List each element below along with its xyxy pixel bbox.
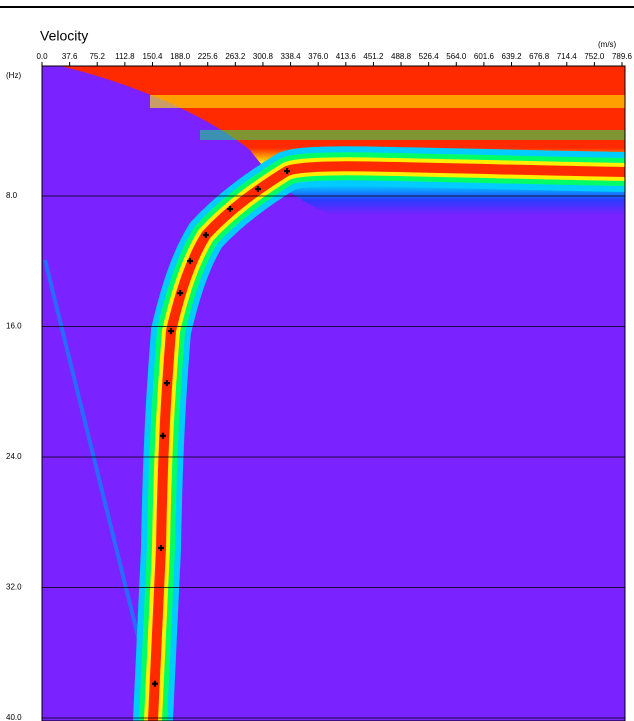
x-tick-label: 112.8	[115, 52, 135, 61]
plot-frame	[41, 65, 626, 721]
y-tick-label: 8.0	[6, 191, 18, 200]
picked-point	[159, 432, 166, 439]
x-tick-label: 451.2	[363, 52, 384, 61]
y-tick-label: 40.0	[6, 713, 22, 721]
y-tick-label: 32.0	[6, 583, 22, 592]
x-tick-label: 188.0	[170, 52, 191, 61]
picked-point	[202, 231, 209, 238]
y-tick-label: 24.0	[6, 452, 22, 461]
x-tick-label: 263.2	[225, 52, 246, 61]
x-tick-label: 789.6	[612, 52, 633, 61]
picked-point	[157, 545, 164, 552]
x-tick-label: 150.4	[142, 52, 163, 61]
x-tick-label: 0.0	[36, 52, 48, 61]
x-tick-label: 488.8	[391, 52, 412, 61]
dispersion-image	[42, 66, 625, 721]
picked-point	[163, 380, 170, 387]
picked-point	[227, 206, 234, 213]
x-tick-label: 564.0	[446, 52, 467, 61]
y-unit: (Hz)	[6, 71, 21, 80]
picked-point	[254, 185, 261, 192]
x-tick-label: 37.6	[62, 52, 78, 61]
picked-point	[284, 168, 291, 175]
x-tick-label: 413.6	[336, 52, 357, 61]
x-tick-label: 752.0	[584, 52, 605, 61]
x-tick-label: 526.4	[419, 52, 440, 61]
y-tick-label: 16.0	[6, 322, 22, 331]
x-tick-label: 714.4	[557, 52, 578, 61]
x-tick-label: 601.6	[474, 52, 495, 61]
picked-point	[167, 328, 174, 335]
picked-point	[187, 258, 194, 265]
x-tick-label: 639.2	[502, 52, 523, 61]
chart-title: Velocity	[40, 28, 88, 44]
x-tick-label: 338.4	[281, 52, 302, 61]
x-tick-label: 376.0	[308, 52, 329, 61]
x-tick-label: 75.2	[89, 52, 105, 61]
picked-point	[177, 290, 184, 297]
picked-point	[151, 680, 158, 687]
x-tick-label: 225.6	[198, 52, 219, 61]
x-tick-label: 300.8	[253, 52, 274, 61]
x-unit: (m/s)	[598, 40, 617, 49]
x-tick-label: 676.8	[529, 52, 550, 61]
